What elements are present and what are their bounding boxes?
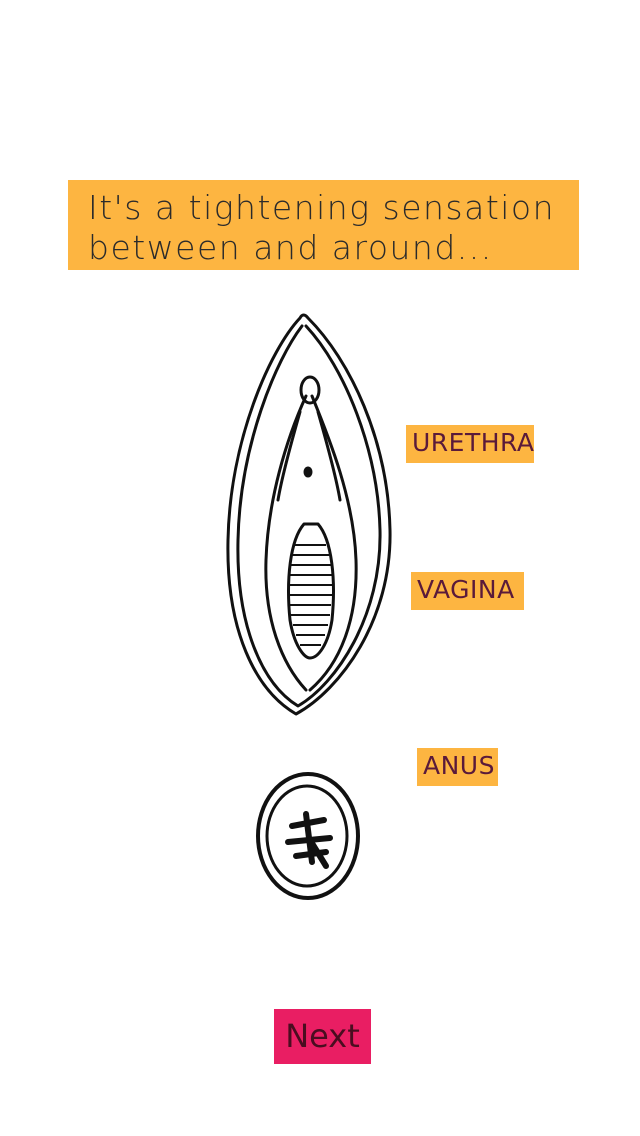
instruction-caption: It's a tightening sensation between and … [68, 180, 579, 270]
vulva-outer-outline [226, 313, 392, 716]
next-button[interactable]: Next [274, 1009, 371, 1064]
anus-center [285, 811, 333, 869]
anus-outer-ring [256, 772, 360, 900]
anus-label: ANUS [417, 748, 498, 786]
vagina-label: VAGINA [411, 572, 524, 610]
caption-line-2: between and around... [88, 228, 493, 267]
inner-labia-left [264, 394, 308, 692]
vaginal-ridges [289, 544, 332, 646]
clitoral-hood [299, 375, 321, 405]
inner-labia-fold [276, 410, 342, 502]
urethra-opening [303, 466, 313, 478]
urethra-label: URETHRA [406, 425, 534, 463]
anus-inner-ring [265, 784, 349, 888]
vulva-outer-outline-inner [236, 324, 382, 708]
inner-labia-right [308, 394, 358, 692]
caption-line-1: It's a tightening sensation [88, 188, 556, 227]
